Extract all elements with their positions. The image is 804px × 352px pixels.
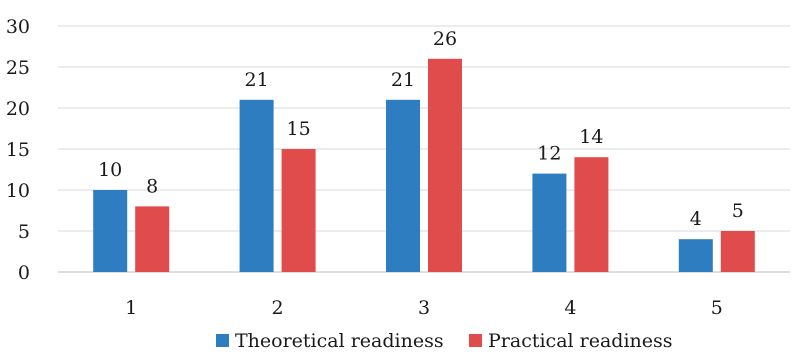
gridlines bbox=[58, 25, 790, 273]
y-tick-label: 30 bbox=[6, 16, 30, 38]
data-label: 15 bbox=[287, 118, 311, 140]
y-tick-label: 10 bbox=[6, 180, 30, 202]
y-tick-label: 15 bbox=[6, 139, 30, 161]
data-label: 8 bbox=[146, 175, 158, 197]
bar-theoretical-1 bbox=[93, 190, 128, 272]
legend: Theoretical readiness Practical readiness bbox=[216, 330, 673, 352]
bar-theoretical-3 bbox=[386, 99, 420, 272]
y-tick-label: 25 bbox=[6, 57, 30, 79]
bar-theoretical-5 bbox=[678, 239, 713, 272]
bars bbox=[93, 58, 755, 272]
y-axis-ticks: 0 5 10 15 20 25 30 bbox=[6, 16, 30, 284]
data-label: 12 bbox=[537, 143, 561, 165]
data-label: 5 bbox=[732, 200, 744, 222]
legend-label: Theoretical readiness bbox=[235, 330, 444, 352]
bar-practical-5 bbox=[720, 231, 755, 272]
legend-swatch bbox=[469, 334, 482, 347]
bar-practical-3 bbox=[428, 58, 462, 272]
bar-practical-1 bbox=[135, 206, 170, 272]
x-tick-label: 5 bbox=[711, 297, 723, 319]
y-tick-label: 0 bbox=[18, 262, 30, 284]
x-axis-ticks: 1 2 3 4 5 bbox=[125, 297, 723, 319]
data-labels: 10 8 21 15 21 26 12 14 4 5 bbox=[98, 28, 744, 230]
x-tick-label: 2 bbox=[272, 297, 284, 319]
data-label: 21 bbox=[391, 69, 415, 91]
data-label: 26 bbox=[433, 28, 457, 50]
x-tick-label: 3 bbox=[418, 297, 430, 319]
data-label: 4 bbox=[690, 208, 702, 230]
legend-swatch bbox=[216, 334, 229, 347]
x-tick-label: 1 bbox=[125, 297, 137, 319]
data-label: 10 bbox=[98, 159, 122, 181]
bar-theoretical-4 bbox=[532, 173, 567, 272]
bar-practical-4 bbox=[574, 157, 609, 272]
y-tick-label: 20 bbox=[6, 98, 30, 120]
legend-label: Practical readiness bbox=[488, 330, 673, 352]
x-tick-label: 4 bbox=[564, 297, 576, 319]
data-label: 21 bbox=[245, 69, 269, 91]
bar-theoretical-2 bbox=[239, 99, 274, 272]
y-tick-label: 5 bbox=[18, 221, 30, 243]
bar-practical-2 bbox=[281, 149, 316, 272]
data-label: 14 bbox=[579, 126, 603, 148]
